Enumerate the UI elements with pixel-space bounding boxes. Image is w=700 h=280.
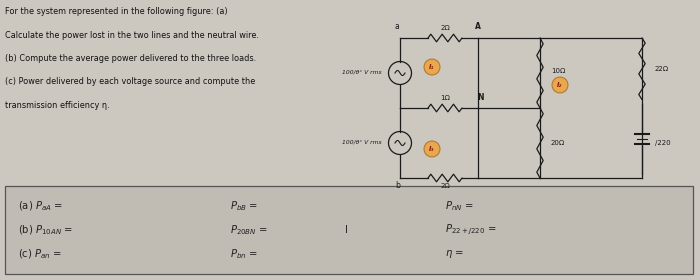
Text: $P_{22+j220}$ =: $P_{22+j220}$ = (445, 223, 496, 237)
Text: $P_{nN}$ =: $P_{nN}$ = (445, 199, 473, 213)
Text: 100/θ° V rms: 100/θ° V rms (342, 139, 382, 144)
Text: (b) $P_{10AN}$ =: (b) $P_{10AN}$ = (18, 223, 73, 237)
Text: a: a (395, 22, 400, 31)
Text: /220: /220 (655, 140, 671, 146)
Text: I: I (345, 225, 348, 235)
Circle shape (424, 141, 440, 157)
Text: $P_{bn}$ =: $P_{bn}$ = (230, 247, 258, 261)
Text: 10Ω: 10Ω (551, 68, 566, 74)
Circle shape (552, 77, 568, 93)
FancyBboxPatch shape (5, 186, 693, 274)
Text: $\eta$ =: $\eta$ = (445, 248, 464, 260)
Text: $P_{20BN}$ =: $P_{20BN}$ = (230, 223, 268, 237)
Text: (b) Compute the average power delivered to the three loads.: (b) Compute the average power delivered … (5, 54, 256, 63)
Circle shape (424, 59, 440, 75)
Text: (a) $P_{aA}$ =: (a) $P_{aA}$ = (18, 199, 63, 213)
Text: For the system represented in the following figure: (a): For the system represented in the follow… (5, 7, 228, 16)
Text: A: A (475, 22, 481, 31)
Text: $P_{bB}$ =: $P_{bB}$ = (230, 199, 258, 213)
Text: 2Ω: 2Ω (440, 183, 450, 189)
Text: 100/θ° V rms: 100/θ° V rms (342, 69, 382, 74)
Text: N: N (477, 93, 483, 102)
Text: 2Ω: 2Ω (440, 25, 450, 31)
Text: I₃: I₃ (429, 146, 435, 152)
Text: transmission efficiency η.: transmission efficiency η. (5, 101, 110, 110)
Text: I₂: I₂ (557, 82, 563, 88)
Text: I₁: I₁ (429, 64, 435, 70)
Text: (c) Power delivered by each voltage source and compute the: (c) Power delivered by each voltage sour… (5, 78, 256, 87)
Text: b: b (395, 181, 400, 190)
Text: 22Ω: 22Ω (655, 66, 669, 72)
Text: 1Ω: 1Ω (440, 95, 450, 101)
Text: Calculate the power lost in the two lines and the neutral wire.: Calculate the power lost in the two line… (5, 31, 259, 39)
Text: 20Ω: 20Ω (551, 140, 566, 146)
Text: (c) $P_{an}$ =: (c) $P_{an}$ = (18, 247, 62, 261)
